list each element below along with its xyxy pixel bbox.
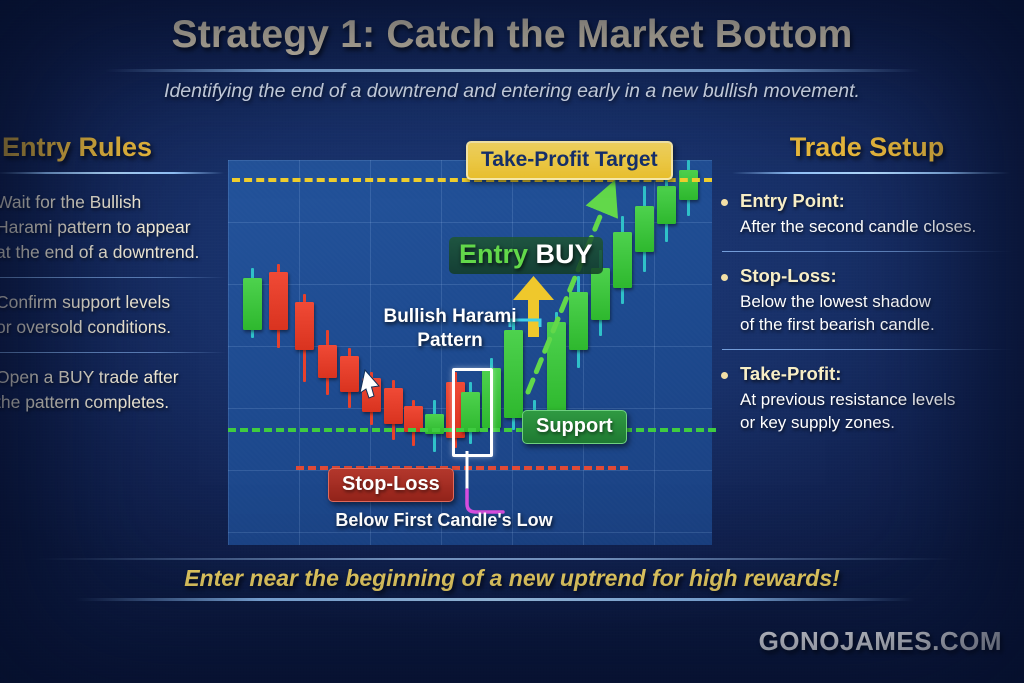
footer-divider-bottom bbox=[75, 598, 915, 601]
harami-highlight-box bbox=[452, 368, 493, 457]
chart-gridlines bbox=[228, 160, 712, 545]
support-badge: Support bbox=[522, 410, 627, 444]
candle-body bbox=[403, 406, 423, 432]
candlestick bbox=[317, 330, 337, 395]
setup-separator bbox=[722, 349, 1014, 350]
bullet-icon bbox=[721, 274, 728, 281]
page-title: Strategy 1: Catch the Market Bottom bbox=[171, 13, 853, 56]
candle-body bbox=[242, 278, 262, 330]
trade-setup-item: Stop-Loss: Below the lowest shadow of th… bbox=[718, 265, 1018, 336]
candlestick-chart: Bullish Harami Pattern Entry BUY Take-Pr… bbox=[228, 141, 716, 545]
setup-description: At previous resistance levels or key sup… bbox=[740, 390, 956, 432]
setup-separator bbox=[722, 251, 1014, 252]
candle-body bbox=[460, 392, 480, 432]
candlestick bbox=[634, 186, 654, 272]
candlestick bbox=[403, 400, 423, 446]
candle-body bbox=[268, 272, 288, 330]
page-subtitle: Identifying the end of a downtrend and e… bbox=[164, 80, 860, 102]
title-divider bbox=[105, 69, 920, 72]
entry-rules-heading: Entry Rules bbox=[2, 132, 153, 162]
candle-body bbox=[546, 322, 566, 414]
candle-body bbox=[590, 268, 610, 320]
entry-rule-text: Open a BUY trade after the pattern compl… bbox=[0, 367, 179, 412]
candlestick bbox=[460, 382, 480, 444]
trade-setup-item: Take-Profit: At previous resistance leve… bbox=[718, 363, 1018, 434]
stop-loss-badge: Stop-Loss bbox=[328, 468, 454, 502]
candlestick bbox=[612, 216, 632, 304]
candle-body bbox=[317, 345, 337, 378]
entry-rule-text: Wait for the Bullish Harami pattern to a… bbox=[0, 192, 200, 262]
buy-word: BUY bbox=[535, 239, 593, 269]
candlestick bbox=[268, 264, 288, 348]
candlestick bbox=[656, 172, 676, 242]
candlestick bbox=[242, 268, 262, 338]
candle-body bbox=[678, 170, 698, 200]
chart-texture bbox=[228, 160, 712, 545]
entry-rule-text: Confirm support levels or oversold condi… bbox=[0, 292, 172, 337]
trade-setup-list: Entry Point: After the second candle clo… bbox=[718, 190, 1018, 434]
setup-term: Stop-Loss: bbox=[740, 265, 837, 286]
candle-body bbox=[634, 206, 654, 252]
trade-setup-item: Entry Point: After the second candle clo… bbox=[718, 190, 1018, 238]
entry-word: Entry bbox=[459, 239, 536, 269]
candlestick bbox=[503, 318, 523, 430]
candle-body bbox=[339, 356, 359, 392]
setup-term: Take-Profit: bbox=[740, 363, 842, 384]
rule-separator bbox=[0, 277, 226, 278]
setup-description: After the second candle closes. bbox=[740, 217, 977, 236]
candlestick bbox=[678, 160, 698, 216]
candlestick bbox=[546, 312, 566, 424]
take-profit-line bbox=[232, 178, 712, 182]
entry-buy-label: Entry BUY bbox=[449, 237, 603, 274]
trade-setup-heading: Trade Setup bbox=[789, 132, 945, 162]
bullet-icon bbox=[721, 372, 728, 379]
entry-rules-divider bbox=[0, 172, 224, 174]
rule-separator bbox=[0, 352, 226, 353]
brand-watermark: GONOJAMES.COM bbox=[758, 626, 1002, 656]
candle-body bbox=[568, 292, 588, 350]
candle-body bbox=[503, 330, 523, 418]
candle-body bbox=[656, 186, 676, 224]
entry-rules-list: Wait for the Bullish Harami pattern to a… bbox=[0, 190, 226, 415]
candle-body bbox=[445, 382, 465, 438]
harami-pattern-label: Bullish Harami Pattern bbox=[383, 306, 517, 351]
bullet-icon bbox=[721, 199, 728, 206]
candle-body bbox=[361, 378, 381, 412]
candlestick bbox=[568, 276, 588, 368]
candlestick bbox=[361, 372, 381, 425]
trade-setup-divider bbox=[732, 172, 1010, 174]
entry-rule-item: Confirm support levels or oversold condi… bbox=[0, 290, 226, 340]
candle-body bbox=[294, 302, 314, 350]
candlestick bbox=[445, 372, 465, 448]
entry-rule-item: Open a BUY trade after the pattern compl… bbox=[0, 365, 226, 415]
candlestick bbox=[294, 294, 314, 382]
take-profit-badge: Take-Profit Target bbox=[466, 141, 673, 180]
candlestick bbox=[424, 400, 444, 452]
setup-description: Below the lowest shadow of the first bea… bbox=[740, 292, 935, 334]
setup-term: Entry Point: bbox=[740, 190, 845, 211]
stop-loss-caption: Below First Candle's Low bbox=[335, 510, 553, 530]
candle-body bbox=[612, 232, 632, 288]
entry-rule-item: Wait for the Bullish Harami pattern to a… bbox=[0, 190, 226, 265]
candle-body bbox=[383, 388, 403, 424]
support-line bbox=[228, 428, 716, 432]
stop-loss-line bbox=[296, 466, 628, 470]
candlestick bbox=[339, 348, 359, 408]
candlestick bbox=[383, 380, 403, 440]
footer-divider-top bbox=[35, 558, 955, 560]
footer-tagline: Enter near the beginning of a new uptren… bbox=[184, 565, 840, 591]
